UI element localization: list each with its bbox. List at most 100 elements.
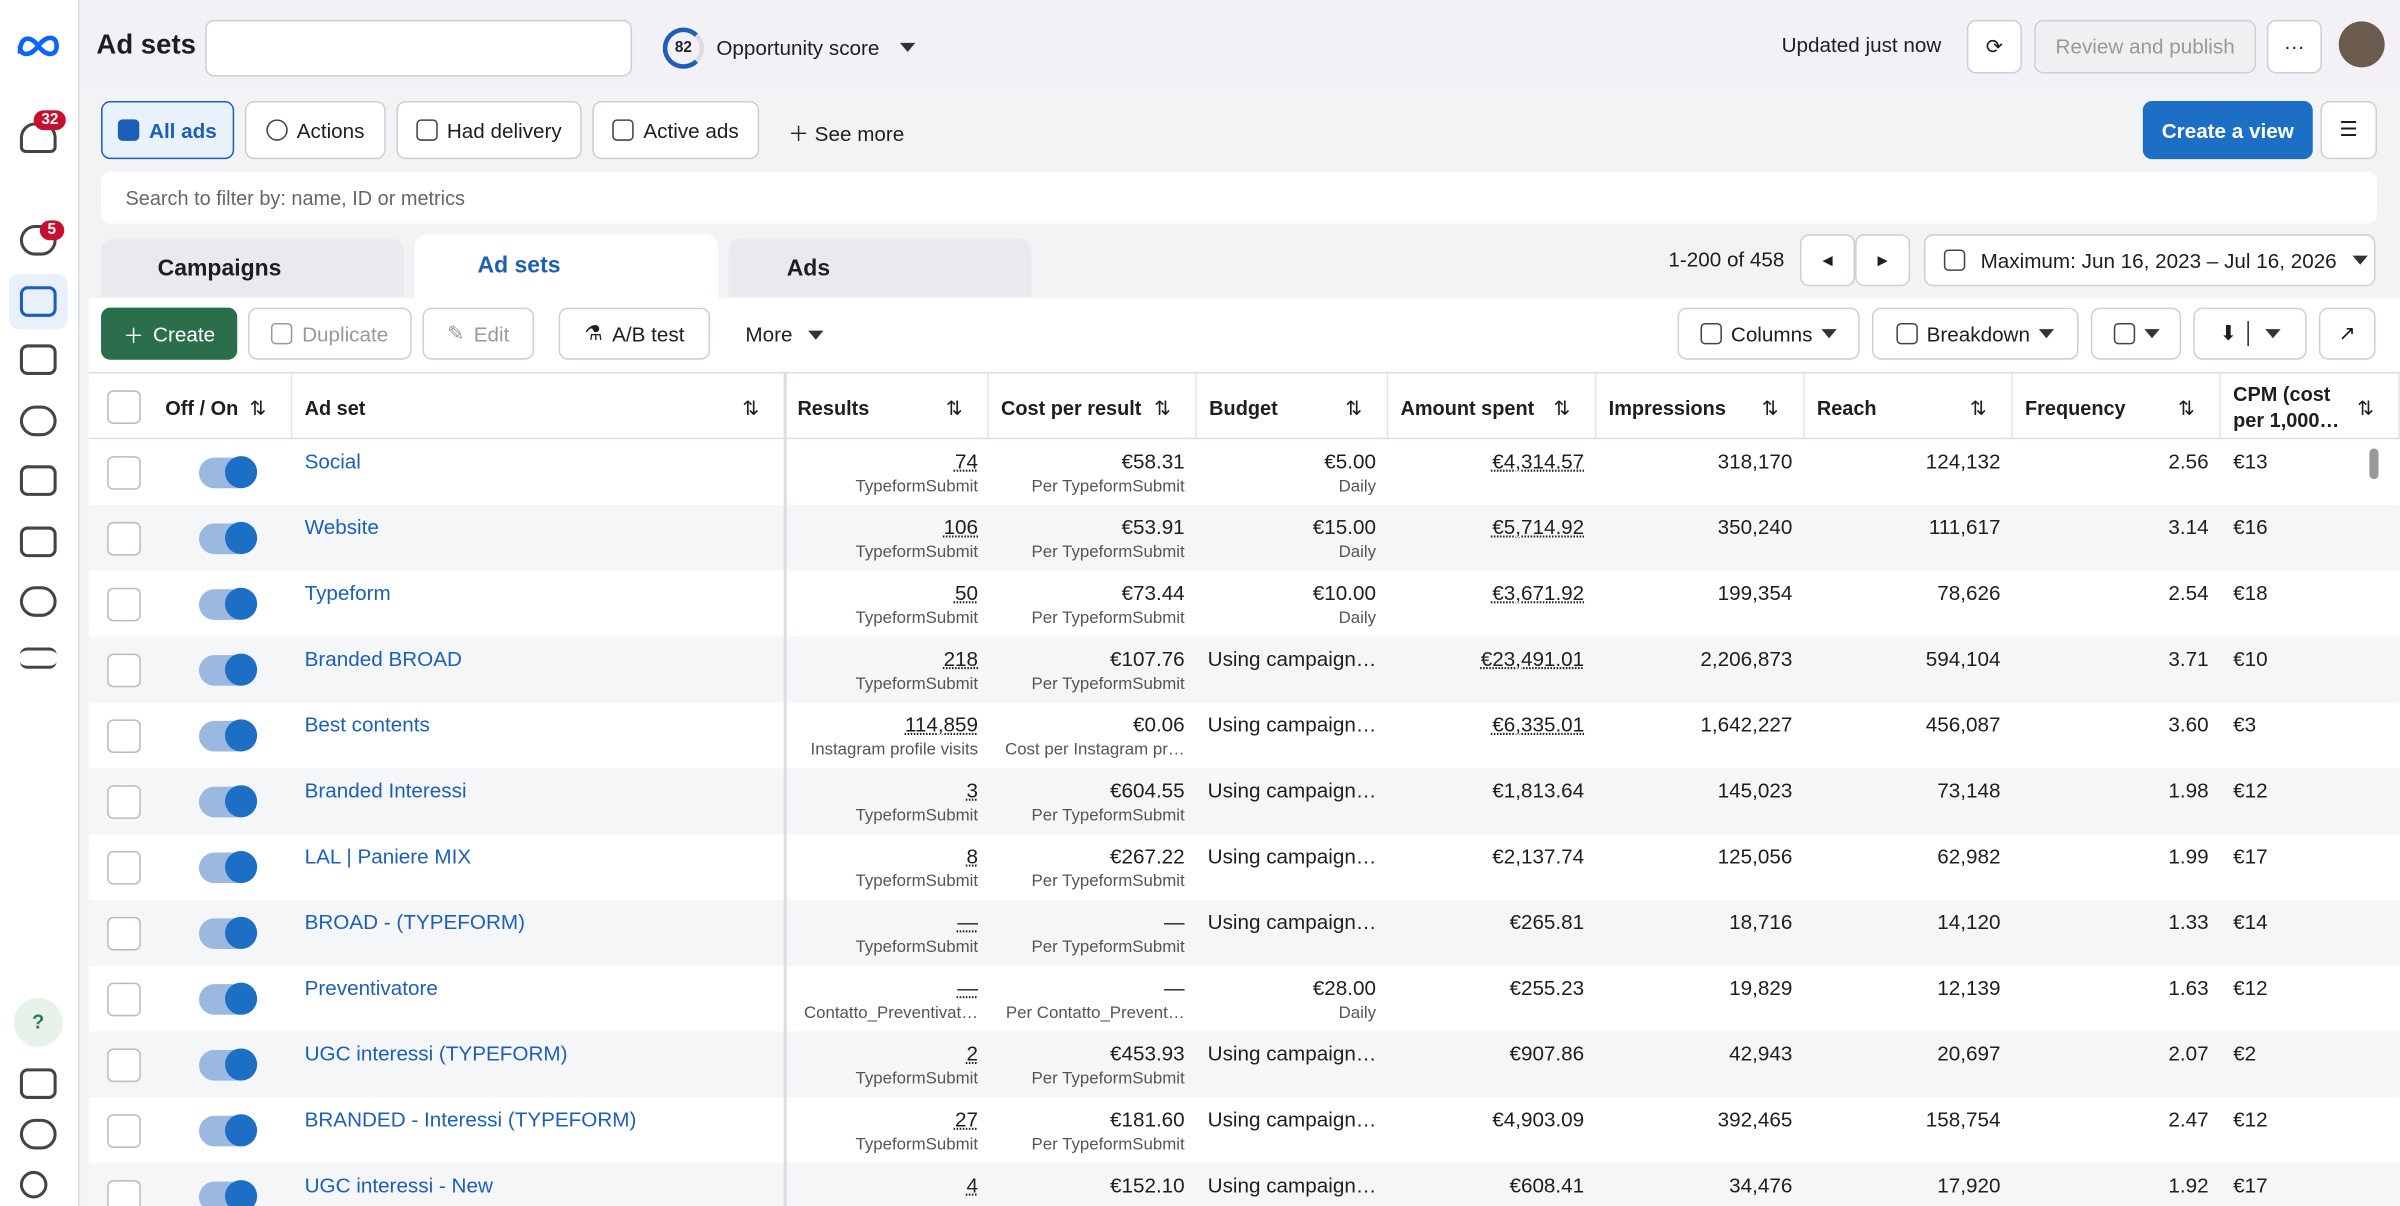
- export-button[interactable]: ⬇ │: [2193, 307, 2307, 360]
- column-title: Results: [797, 395, 870, 419]
- column-header[interactable]: Results ⇅: [785, 373, 989, 441]
- duplicate-button[interactable]: Duplicate: [247, 307, 412, 360]
- chart-button[interactable]: ↗: [2318, 307, 2376, 360]
- ab-test-button[interactable]: ⚗ A/B test: [558, 307, 711, 360]
- row-checkbox[interactable]: [107, 916, 141, 951]
- ad-set-name[interactable]: Branded BROAD: [304, 647, 462, 671]
- cpm: €2: [2233, 1042, 2257, 1066]
- sort-icon[interactable]: ⇅: [945, 395, 963, 419]
- name-input[interactable]: [205, 19, 633, 77]
- ad-set-name[interactable]: BROAD - (TYPEFORM): [304, 910, 525, 934]
- avatar[interactable]: [2338, 21, 2385, 68]
- row-checkbox[interactable]: [107, 456, 141, 490]
- menu-icon[interactable]: [19, 647, 57, 669]
- column-header[interactable]: Off / On ⇅: [153, 373, 293, 441]
- results: 106: [943, 515, 979, 539]
- ad-sets-tab[interactable]: Ad sets: [414, 234, 718, 299]
- more-menu[interactable]: More: [745, 323, 824, 346]
- publish-button[interactable]: Review and publish: [2034, 19, 2257, 74]
- score-dropdown[interactable]: [899, 42, 916, 53]
- events-icon[interactable]: [19, 586, 57, 617]
- row-checkbox[interactable]: [107, 653, 141, 688]
- meta-logo: [17, 35, 59, 57]
- reach: 111,617: [1928, 515, 2001, 539]
- audience-icon[interactable]: [19, 405, 57, 437]
- book-icon[interactable]: [19, 1068, 57, 1099]
- sort-icon[interactable]: ⇅: [2357, 395, 2374, 419]
- reports-button[interactable]: [2090, 307, 2182, 360]
- sort-icon[interactable]: ⇅: [1969, 395, 1987, 419]
- active-nav[interactable]: [9, 273, 68, 330]
- row-checkbox[interactable]: [107, 521, 141, 556]
- ad-set-name[interactable]: Website: [304, 515, 379, 539]
- sort-icon[interactable]: ⇅: [1553, 395, 1571, 419]
- row-checkbox[interactable]: [107, 587, 141, 622]
- next-page[interactable]: ▸: [1855, 234, 1911, 287]
- column-header[interactable]: Budget ⇅: [1197, 373, 1389, 441]
- ad-set-name[interactable]: Branded Interessi: [304, 779, 467, 803]
- column-header[interactable]: Amount spent ⇅: [1388, 373, 1597, 441]
- see-more[interactable]: ＋ See more: [788, 122, 905, 146]
- score-label[interactable]: Opportunity score: [716, 36, 880, 60]
- search-filter[interactable]: Search to filter by: name, ID or metrics: [101, 171, 2378, 224]
- breakdown-button[interactable]: Breakdown: [1871, 307, 2079, 360]
- column-header[interactable]: Ad set ⇅: [292, 373, 786, 441]
- ad-set-name[interactable]: LAL | Paniere MIX: [304, 844, 472, 868]
- ad-set-name[interactable]: Social: [304, 449, 361, 473]
- select-all-checkbox[interactable]: [107, 390, 141, 424]
- row-checkbox[interactable]: [107, 1048, 141, 1083]
- had-delivery-button[interactable]: Had delivery: [396, 101, 582, 160]
- sort-icon[interactable]: ⇅: [1345, 395, 1363, 419]
- prev-page[interactable]: ◂: [1799, 234, 1856, 287]
- sort-icon[interactable]: ⇅: [249, 395, 267, 419]
- table-row: Best contents 114,859 Instagram profile vi…: [88, 702, 2400, 769]
- help-icon[interactable]: ?: [13, 997, 63, 1047]
- ad-set-name[interactable]: UGC interessi (TYPEFORM): [304, 1042, 568, 1066]
- ad-set-name[interactable]: BRANDED - Interessi (TYPEFORM): [304, 1108, 637, 1132]
- actions-button[interactable]: Actions: [244, 101, 386, 160]
- column-header[interactable]: CPM (cost per 1,000… ⇅: [2221, 373, 2400, 441]
- column-title: Off / On: [165, 395, 239, 419]
- edit-button[interactable]: ✎ Edit: [422, 307, 535, 360]
- create-button[interactable]: ＋ Create: [101, 307, 238, 360]
- sort-icon[interactable]: ⇅: [742, 395, 760, 419]
- ads-tab[interactable]: Ads: [728, 238, 1032, 297]
- column-header[interactable]: Cost per result ⇅: [989, 373, 1197, 441]
- column-header[interactable]: Reach ⇅: [1805, 373, 2013, 441]
- frequency: 2.47: [2168, 1108, 2209, 1132]
- filter-settings[interactable]: ☰: [2320, 101, 2378, 160]
- row-checkbox[interactable]: [107, 719, 141, 754]
- sort-icon[interactable]: ⇅: [1761, 395, 1779, 419]
- date-range[interactable]: Maximum: Jun 16, 2023 – Jul 16, 2026: [1923, 234, 2376, 287]
- row-checkbox[interactable]: [107, 982, 141, 1017]
- ad-set-name[interactable]: Typeform: [304, 581, 391, 605]
- reach: 594,104: [1925, 647, 2001, 671]
- columns-button[interactable]: Columns: [1677, 307, 1860, 360]
- cost-per-result: €604.55: [1109, 779, 1185, 803]
- refresh-button[interactable]: ⟳: [1966, 19, 2022, 74]
- row-checkbox[interactable]: [107, 1114, 141, 1148]
- ad-set-name[interactable]: Preventivatore: [304, 976, 438, 1000]
- ad-set-name[interactable]: Best contents: [304, 713, 430, 737]
- row-checkbox[interactable]: [107, 1180, 141, 1206]
- billing-icon[interactable]: [19, 526, 57, 558]
- row-checkbox[interactable]: [107, 851, 141, 885]
- pages-icon[interactable]: [19, 344, 57, 375]
- column-header[interactable]: Impressions ⇅: [1596, 373, 1805, 441]
- sort-icon[interactable]: ⇅: [1154, 395, 1171, 419]
- alerts-icon[interactable]: [19, 224, 57, 256]
- all-ads-button[interactable]: All ads: [101, 101, 235, 160]
- create-view-button[interactable]: Create a view: [2142, 101, 2313, 160]
- more-button[interactable]: ···: [2266, 19, 2322, 74]
- ads-icon[interactable]: [19, 465, 57, 496]
- campaigns-tab[interactable]: Campaigns: [101, 238, 405, 297]
- reach: 78,626: [1937, 581, 2001, 605]
- column-header[interactable]: Frequency ⇅: [2013, 373, 2221, 441]
- scrollbar: [2369, 448, 2379, 480]
- search-icon[interactable]: [19, 1170, 48, 1199]
- sort-icon[interactable]: ⇅: [2178, 395, 2195, 419]
- ad-set-name[interactable]: UGC interessi - New: [304, 1173, 493, 1197]
- settings-icon[interactable]: [19, 1118, 57, 1150]
- active-ads-button[interactable]: Active ads: [592, 101, 760, 160]
- row-checkbox[interactable]: [107, 785, 141, 819]
